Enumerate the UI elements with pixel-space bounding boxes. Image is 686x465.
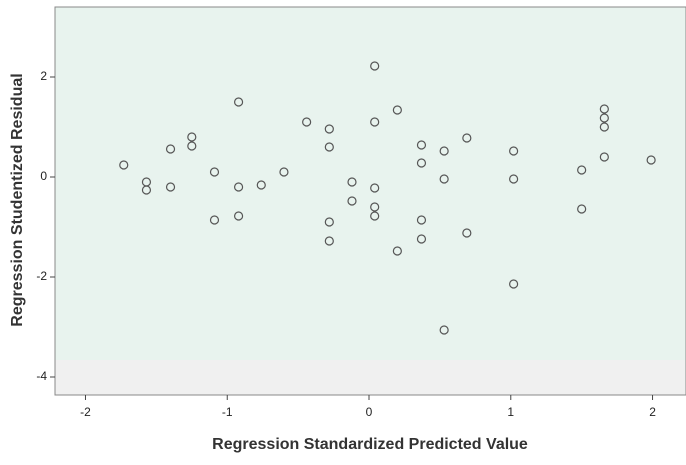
- x-tick-label: 0: [366, 405, 373, 419]
- y-tick-label: 2: [40, 69, 47, 83]
- x-axis-label: Regression Standardized Predicted Value: [212, 436, 528, 453]
- plot-band: [55, 360, 686, 395]
- y-tick-label: -2: [36, 269, 47, 283]
- x-tick-label: 1: [507, 405, 514, 419]
- y-tick-label: 0: [40, 169, 47, 183]
- y-axis-label: Regression Studentized Residual: [9, 73, 26, 326]
- y-tick-label: -4: [36, 369, 47, 383]
- chart: Regression Standardized Predicted Value …: [0, 0, 686, 460]
- x-tick-label: -1: [222, 405, 233, 419]
- x-tick-label: -2: [80, 405, 91, 419]
- x-tick-label: 2: [649, 405, 656, 419]
